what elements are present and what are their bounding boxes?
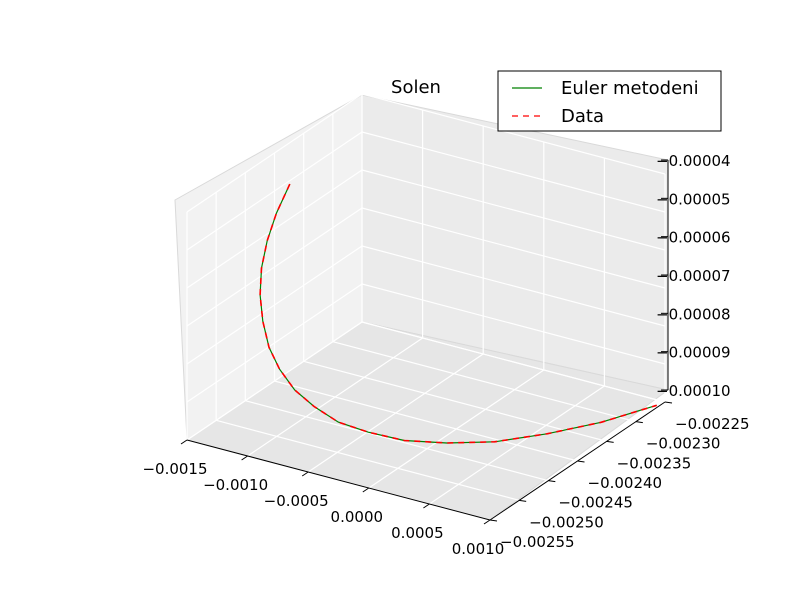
grid-line-z — [186, 131, 363, 251]
grid-line-z — [361, 321, 666, 403]
y-tick-mark — [635, 421, 643, 424]
z-tick-label: −0.00004 — [656, 152, 731, 170]
y-axis-line — [489, 401, 666, 521]
x-tick-mark — [483, 519, 491, 525]
x-tick-label: −0.0005 — [264, 492, 329, 510]
grid-line-z — [186, 321, 363, 441]
tick-labels: −0.0015−0.0010−0.00050.00000.00050.0010−… — [142, 152, 749, 558]
legend-label-data: Data — [561, 106, 604, 127]
z-tick-label: −0.00007 — [656, 267, 731, 285]
legend-label-euler: Euler metodeni — [561, 78, 699, 99]
y-tick-label: −0.00230 — [646, 435, 721, 453]
series-layer — [259, 183, 657, 444]
grid-line-y — [245, 400, 549, 482]
x-tick-mark — [180, 439, 188, 445]
z-tick-label: −0.00010 — [656, 382, 731, 400]
grid-line-z — [186, 93, 363, 213]
x-tick-label: −0.0010 — [203, 476, 268, 494]
grid-line-z — [186, 245, 363, 365]
y-tick-mark — [489, 519, 498, 522]
x-tick-mark — [301, 471, 309, 477]
grid-line-z — [186, 169, 363, 289]
grid-line-z — [361, 131, 666, 213]
x-tick-label: 0.0010 — [452, 540, 505, 558]
z-tick-label: −0.00006 — [656, 229, 731, 247]
grid-line-z — [361, 169, 666, 251]
y-tick-mark — [606, 440, 614, 443]
z-tick-label: −0.00009 — [656, 344, 731, 362]
z-tick-label: −0.00005 — [656, 190, 731, 208]
y-tick-mark — [577, 460, 585, 463]
series-line-data — [259, 183, 657, 444]
grid-line-z — [361, 207, 666, 289]
legend: Euler metodeni Data — [497, 70, 722, 132]
grid-line-y — [216, 419, 520, 501]
x-tick-mark — [423, 503, 430, 509]
chart-title: Solen — [391, 77, 441, 98]
grid-line-z — [361, 245, 666, 327]
grid-line-z — [186, 207, 363, 327]
x-tick-label: −0.0015 — [142, 460, 207, 478]
x-axis-line — [186, 439, 491, 521]
x-tick-label: 0.0005 — [391, 524, 444, 542]
grid-lines — [186, 93, 666, 521]
y-tick-label: −0.00235 — [617, 454, 692, 472]
y-tick-label: −0.00240 — [588, 474, 663, 492]
y-tick-label: −0.00255 — [500, 533, 575, 551]
y-tick-label: −0.00250 — [529, 513, 604, 531]
x-tick-label: 0.0000 — [331, 508, 384, 526]
grid-line-y — [303, 360, 607, 442]
x-tick-mark — [241, 455, 248, 461]
grid-line-z — [186, 283, 363, 403]
y-tick-label: −0.00245 — [558, 494, 633, 512]
y-tick-mark — [519, 499, 527, 502]
legend-box — [497, 70, 722, 132]
y-tick-mark — [664, 401, 673, 404]
grid-line-y — [332, 341, 636, 423]
z-tick-label: −0.00008 — [656, 305, 731, 323]
y-tick-mark — [548, 480, 556, 483]
grid-line-z — [361, 283, 666, 365]
y-tick-label: −0.00225 — [675, 415, 750, 433]
x-tick-mark — [362, 487, 370, 493]
axis-lines — [180, 159, 673, 525]
grid-line-z — [361, 93, 666, 175]
grid-line-y — [274, 380, 578, 462]
